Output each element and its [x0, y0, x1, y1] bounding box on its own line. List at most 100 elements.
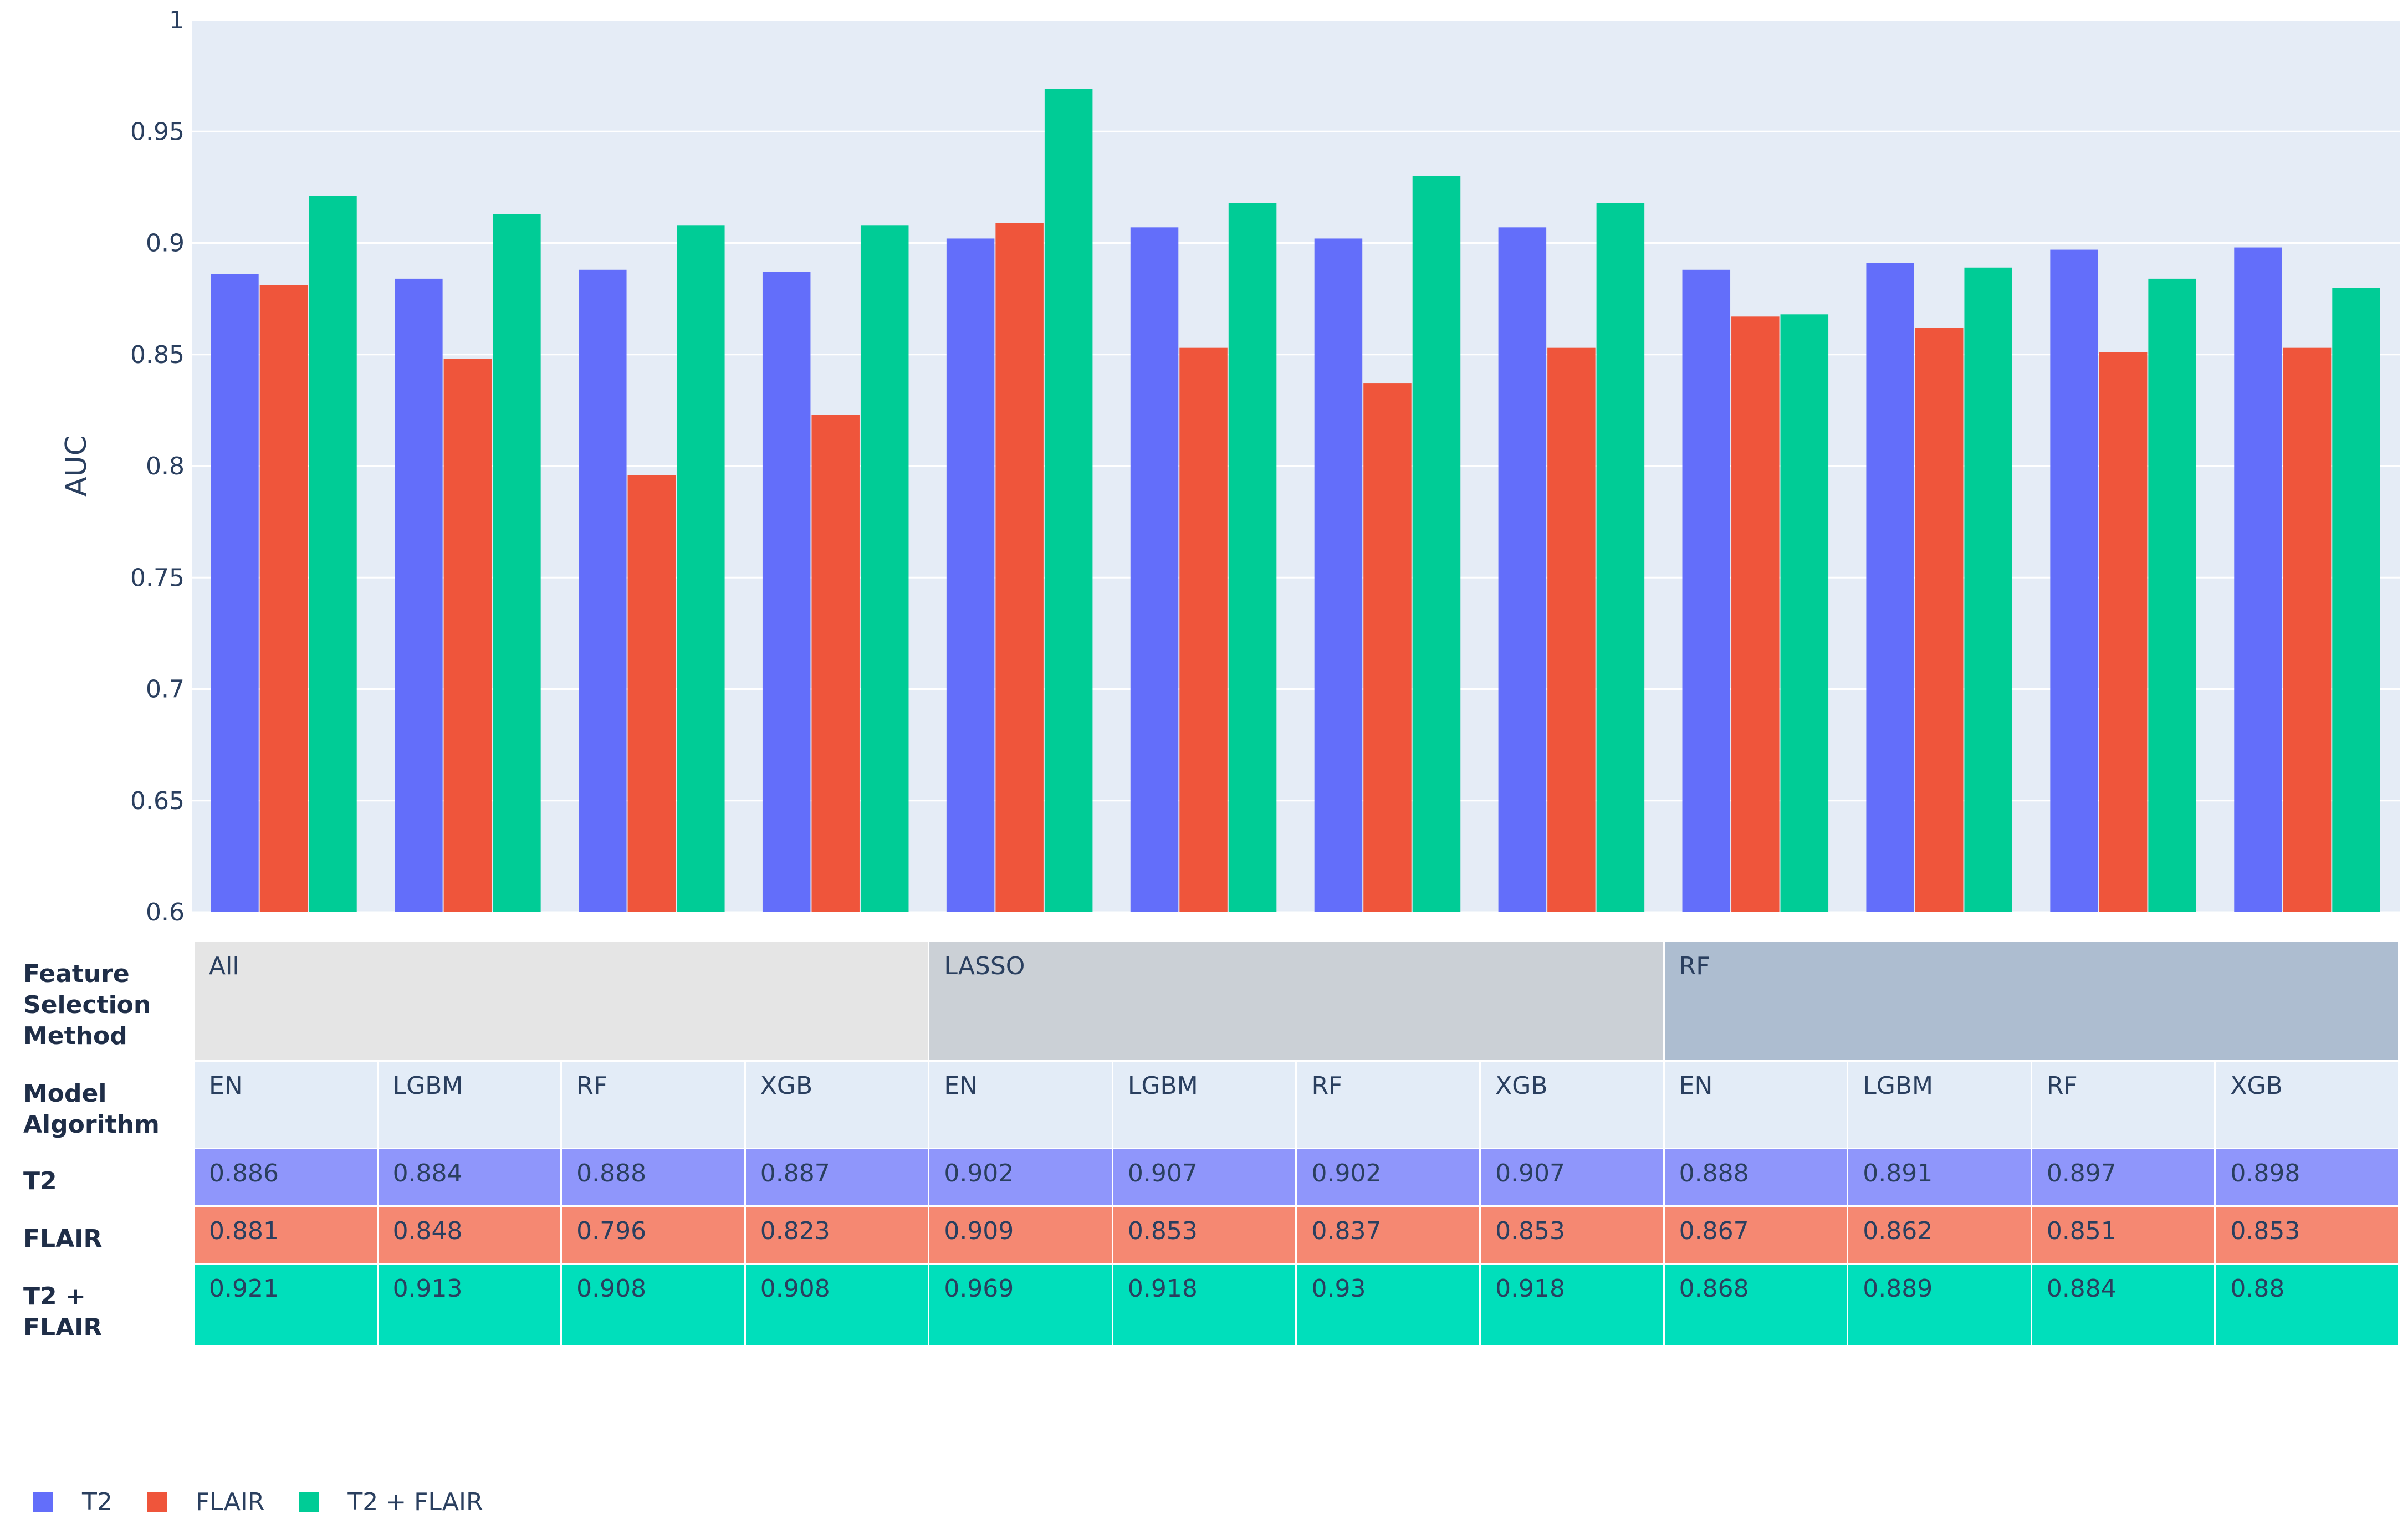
bar-t2-8	[1682, 269, 1731, 912]
bar-flair-7	[1547, 347, 1596, 912]
t2-cell: 0.888	[562, 1149, 746, 1207]
row-label-t2: T2	[23, 1166, 57, 1197]
flair-cell: 0.881	[195, 1207, 379, 1265]
bar-flair-0	[259, 285, 308, 912]
bar-t2-flair-4	[1044, 89, 1093, 912]
bar-flair-1	[443, 359, 492, 912]
bar-t2-flair-10	[2148, 278, 2196, 912]
bar-t2-flair-3	[860, 225, 909, 912]
row-label-line: Feature	[23, 960, 130, 988]
bar-t2-7	[1498, 227, 1547, 913]
legend-label: T2 + FLAIR	[347, 1487, 483, 1516]
bar-flair-8	[1731, 316, 1780, 913]
t2-cell: 0.907	[1481, 1149, 1665, 1207]
combo-cell: 0.884	[2032, 1265, 2216, 1347]
combo-cell: 0.93	[1297, 1265, 1481, 1347]
y-tick-label: 0.9	[146, 229, 185, 258]
flair-cell: 0.862	[1848, 1207, 2032, 1265]
flair-cell: 0.848	[378, 1207, 563, 1265]
bar-flair-6	[1363, 383, 1412, 912]
legend-item: T2 + FLAIR	[299, 1488, 483, 1516]
t2-cell: 0.902	[929, 1149, 1113, 1207]
model-cell: EN	[195, 1062, 379, 1149]
bar-flair-4	[995, 223, 1044, 912]
legend-item: T2	[33, 1488, 113, 1516]
t2-cell: 0.898	[2216, 1149, 2400, 1207]
bar-t2-flair-5	[1228, 203, 1277, 912]
row-label-line: Algorithm	[23, 1111, 160, 1139]
bar-t2-3	[762, 272, 811, 913]
legend-swatch	[146, 1492, 167, 1512]
flair-cell: 0.853	[1481, 1207, 1665, 1265]
combo-cell: 0.918	[1481, 1265, 1665, 1347]
row-label-line: T2 +	[23, 1282, 86, 1311]
t2-cell: 0.888	[1664, 1149, 1849, 1207]
flair-cell: 0.909	[929, 1207, 1113, 1265]
combo-cell: 0.868	[1664, 1265, 1849, 1347]
combo-cell: 0.908	[745, 1265, 930, 1347]
bar-t2-6	[1314, 238, 1363, 913]
model-cell: XGB	[1481, 1062, 1665, 1149]
model-cell: EN	[1664, 1062, 1849, 1149]
legend-label: FLAIR	[195, 1487, 265, 1516]
row-label-flair: FLAIR	[23, 1224, 102, 1255]
flair-cell: 0.823	[745, 1207, 930, 1265]
combo-cell: 0.88	[2216, 1265, 2400, 1347]
bar-t2-flair-1	[493, 214, 541, 912]
t2-cell: 0.887	[745, 1149, 930, 1207]
bar-t2-4	[946, 238, 995, 913]
combo-cell: 0.908	[562, 1265, 746, 1347]
y-tick-label: 0.6	[146, 898, 185, 927]
combo-cell: 0.969	[929, 1265, 1113, 1347]
bar-t2-flair-0	[309, 196, 357, 913]
flair-cell: 0.853	[1113, 1207, 1297, 1265]
model-cell: XGB	[2216, 1062, 2400, 1149]
bar-t2-flair-11	[2332, 288, 2380, 912]
bar-flair-9	[1915, 328, 1964, 913]
row-label-line: FLAIR	[23, 1225, 103, 1253]
legend-label: T2	[82, 1487, 113, 1516]
row-label-line: T2	[23, 1167, 57, 1195]
y-tick-label: 0.85	[130, 341, 185, 369]
gridlines	[192, 19, 2400, 913]
row-label-feature_selection: Feature Selection Method	[23, 959, 151, 1052]
row-label-combo: T2 + FLAIR	[23, 1281, 102, 1343]
bar-t2-flair-7	[1596, 203, 1645, 912]
flair-cell: 0.851	[2032, 1207, 2216, 1265]
row-label-line: Selection	[23, 991, 151, 1019]
flair-cell: 0.796	[562, 1207, 746, 1265]
row-label-line: Model	[23, 1079, 107, 1108]
feature-selection-cell: LASSO	[929, 942, 1665, 1062]
bar-t2-flair-6	[1412, 176, 1461, 912]
flair-cell: 0.853	[2216, 1207, 2400, 1265]
bar-t2-2	[579, 269, 627, 912]
t2-cell: 0.884	[378, 1149, 563, 1207]
legend-swatch	[33, 1492, 53, 1512]
y-tick-label: 0.95	[130, 117, 185, 146]
legend-item: FLAIR	[146, 1487, 265, 1516]
legend-swatch	[299, 1492, 319, 1512]
model-cell: XGB	[745, 1062, 930, 1149]
y-tick-label: 1	[169, 6, 185, 34]
bar-t2-flair-9	[1964, 267, 2012, 912]
feature-selection-cell: All	[195, 942, 930, 1062]
bar-t2-0	[211, 274, 259, 913]
model-cell: LGBM	[1848, 1062, 2032, 1149]
bar-chart: 0.6 0.65 0.7 0.75 0.8 0.85 0.9 0.95 1 AUC	[60, 6, 2400, 927]
row-label-line: Method	[23, 1022, 127, 1050]
model-cell: RF	[2032, 1062, 2216, 1149]
bar-t2-1	[395, 278, 443, 912]
model-cell: RF	[562, 1062, 746, 1149]
bars	[211, 89, 2380, 913]
combo-cell: 0.921	[195, 1265, 379, 1347]
t2-cell: 0.902	[1297, 1149, 1481, 1207]
t2-cell: 0.886	[195, 1149, 379, 1207]
y-tick-label: 0.65	[130, 787, 185, 815]
model-cell: LGBM	[378, 1062, 563, 1149]
y-tick-label: 0.75	[130, 564, 185, 592]
feature-selection-cell: RF	[1664, 942, 2400, 1062]
combo-cell: 0.918	[1113, 1265, 1297, 1347]
y-axis-label: AUC	[60, 436, 93, 497]
bar-t2-9	[1866, 263, 1914, 913]
t2-cell: 0.891	[1848, 1149, 2032, 1207]
